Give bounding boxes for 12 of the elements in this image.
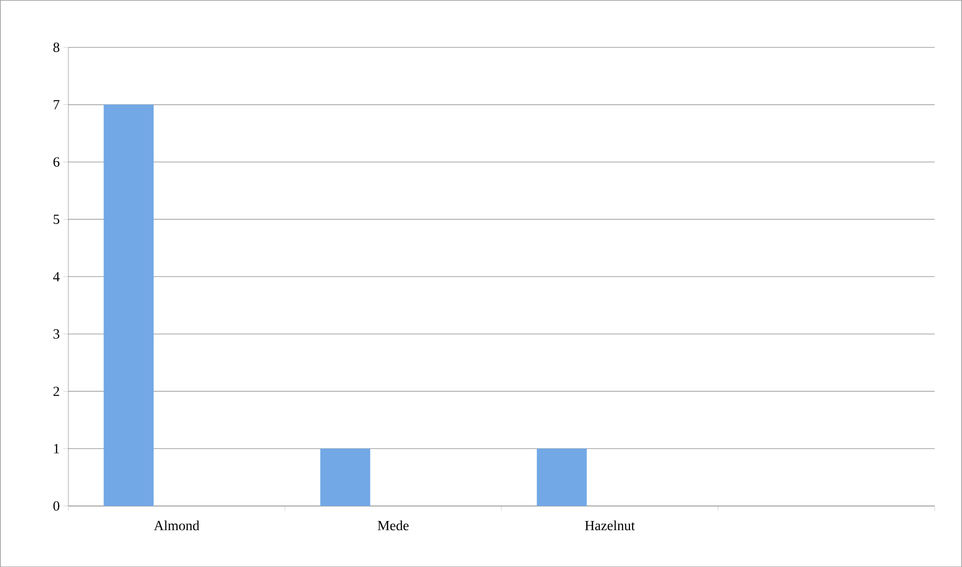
y-tick-label: 2 [53,386,60,396]
y-tick-label: 4 [53,272,60,282]
x-tick-label: Mede [378,520,409,530]
y-tick-label: 8 [53,42,60,52]
x-tick-label: Almond [154,520,200,530]
y-tick-label: 7 [54,100,60,110]
x-tick-label: Hazelnut [585,520,635,530]
y-tick-label: 0 [53,501,60,511]
y-tick-label: 3 [54,329,60,339]
y-tick-label: 5 [54,214,60,224]
y-tick-label: 1 [54,444,60,454]
y-tick-label: 6 [53,157,60,167]
